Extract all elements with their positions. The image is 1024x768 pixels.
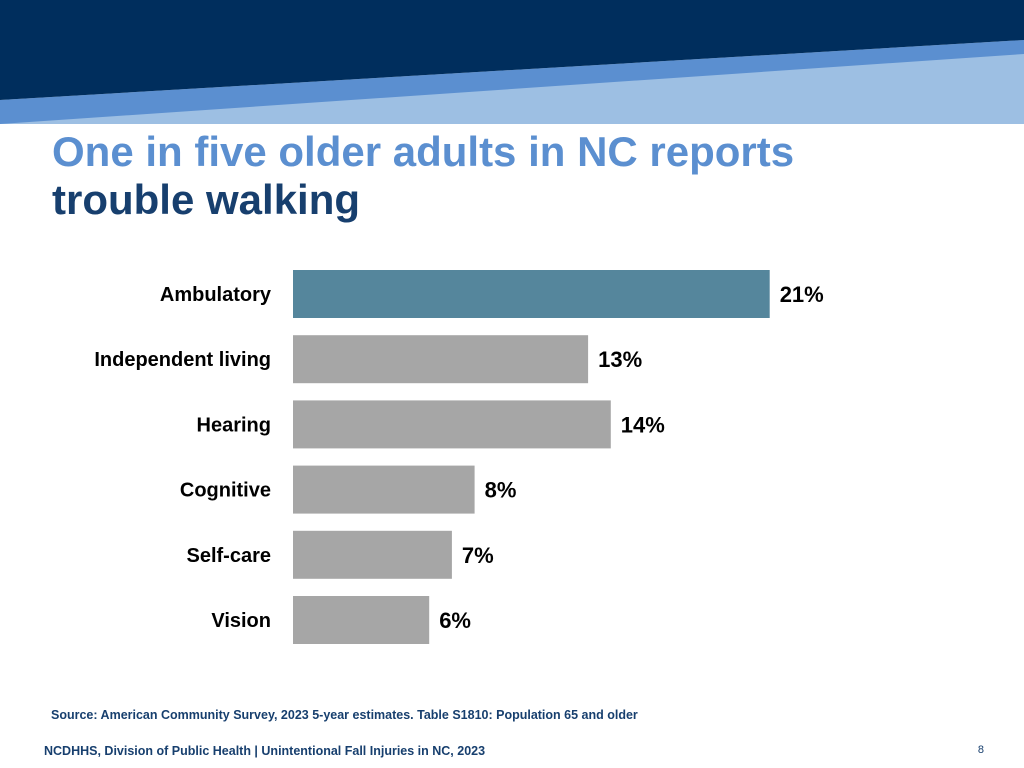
bar-hearing <box>293 400 611 449</box>
category-label-self-care: Self-care <box>187 545 272 567</box>
page-title: One in five older adults in NC reports t… <box>52 128 794 224</box>
source-note: Source: American Community Survey, 2023 … <box>51 708 638 722</box>
bar-independent-living <box>293 335 589 384</box>
value-label-vision: 6% <box>439 608 471 633</box>
category-label-cognitive: Cognitive <box>180 480 271 502</box>
category-label-ambulatory: Ambulatory <box>160 284 272 306</box>
bar-self-care <box>293 530 452 579</box>
value-label-ambulatory: 21% <box>780 282 824 307</box>
value-label-independent-living: 13% <box>598 347 642 372</box>
title-line-1: One in five older adults in NC reports <box>52 128 795 175</box>
value-label-self-care: 7% <box>462 543 494 568</box>
page-number: 8 <box>977 744 984 756</box>
bar-vision <box>293 596 430 644</box>
value-label-cognitive: 8% <box>485 478 517 503</box>
bar-ambulatory <box>293 270 770 318</box>
header-banner <box>0 0 1024 124</box>
banner-dark-band <box>0 0 1024 100</box>
category-label-independent-living: Independent living <box>94 349 271 371</box>
category-label-vision: Vision <box>211 610 271 632</box>
category-label-hearing: Hearing <box>197 414 271 436</box>
banner-mid-stripe <box>0 40 1024 124</box>
footer-text: NCDHHS, Division of Public Health | Unin… <box>44 744 486 758</box>
value-label-hearing: 14% <box>621 412 665 437</box>
title-line-2: trouble walking <box>52 176 361 223</box>
bar-cognitive <box>293 465 475 514</box>
